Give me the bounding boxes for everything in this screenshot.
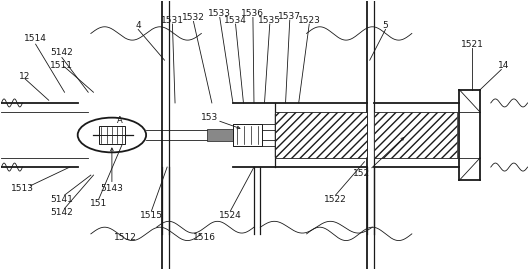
Text: 1532: 1532 (182, 13, 205, 22)
Text: 5: 5 (382, 21, 388, 30)
Bar (233, 124, 262, 146)
Text: 152: 152 (353, 169, 370, 178)
Text: 1521: 1521 (461, 40, 484, 49)
Text: 5143: 5143 (101, 184, 123, 193)
Text: 1522: 1522 (324, 195, 347, 204)
Text: 1536: 1536 (241, 9, 264, 18)
Bar (374, 112, 457, 158)
Text: 1535: 1535 (258, 16, 281, 25)
Bar (275, 112, 367, 158)
Text: 5141: 5141 (50, 195, 74, 204)
Text: 1531: 1531 (161, 16, 184, 25)
Text: 14: 14 (498, 61, 509, 70)
Text: 151: 151 (90, 199, 107, 208)
Text: 153: 153 (200, 113, 218, 122)
Bar (99, 126, 125, 144)
Text: A: A (117, 116, 123, 125)
Text: 4: 4 (135, 21, 141, 30)
Text: 1533: 1533 (208, 9, 231, 18)
Text: 5142: 5142 (51, 48, 74, 57)
Text: 1523: 1523 (298, 16, 321, 25)
Text: 1516: 1516 (193, 233, 215, 242)
Text: 1537: 1537 (278, 12, 301, 21)
Text: 1524: 1524 (219, 211, 242, 220)
Text: 12: 12 (20, 72, 31, 81)
Text: 1513: 1513 (11, 184, 34, 193)
Text: 1534: 1534 (224, 16, 247, 25)
Text: 1512: 1512 (114, 233, 136, 242)
Text: 5142: 5142 (51, 208, 74, 217)
Bar (207, 129, 233, 141)
Text: 1515: 1515 (140, 211, 163, 220)
Text: 1514: 1514 (24, 34, 47, 43)
Text: 1511: 1511 (50, 61, 74, 70)
